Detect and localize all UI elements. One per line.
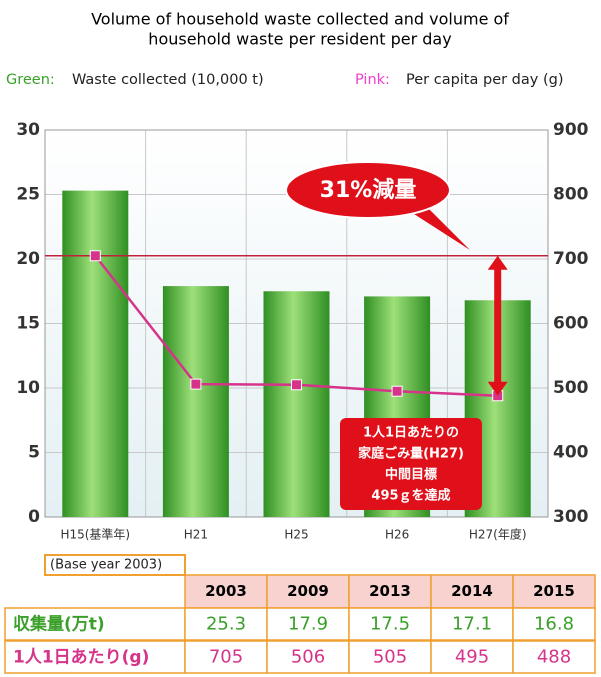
- legend-label: Waste collected (10,000 t): [72, 72, 264, 88]
- y-tick-label: 15: [16, 314, 40, 334]
- marker: [190, 378, 202, 390]
- header-text: 2013: [369, 582, 411, 600]
- caption-box: [44, 554, 186, 576]
- x-tick-label: H21: [184, 528, 208, 542]
- cell-text: 488: [537, 647, 571, 668]
- table-caption: (Base year 2003): [50, 558, 162, 573]
- header-cell: [348, 574, 432, 609]
- header-text: 2003: [205, 582, 247, 600]
- cell: [266, 607, 350, 641]
- note-text: 中間目標: [385, 467, 437, 483]
- cell: [512, 640, 596, 674]
- x-tick-label: H27(年度): [469, 527, 527, 542]
- marker: [89, 250, 101, 262]
- x-tick-label: H25: [284, 528, 308, 542]
- y2-tick-label: 500: [553, 378, 589, 398]
- x-tick-label: H26: [385, 528, 409, 542]
- cell: [512, 607, 596, 641]
- callout-tail: [400, 205, 470, 250]
- note-text: 家庭ごみ量(H27): [358, 446, 464, 462]
- legend-word: Pink:: [355, 72, 390, 88]
- marker: [291, 379, 302, 391]
- cell-text: 17.1: [452, 614, 492, 635]
- row-label-cell: [4, 607, 186, 641]
- header-text: 2009: [287, 582, 329, 600]
- y-tick-label: 30: [16, 120, 40, 140]
- y-tick-label: 10: [16, 378, 40, 398]
- note-box: [340, 418, 482, 510]
- y-tick-label: 25: [16, 185, 40, 205]
- cell-text: 495: [455, 647, 489, 668]
- bar: [263, 291, 330, 517]
- legend-label: Per capita per day (g): [406, 72, 563, 88]
- row-label-cell: [4, 640, 186, 674]
- cell-text: 17.5: [370, 614, 410, 635]
- y2-tick-label: 300: [553, 507, 589, 527]
- cell: [266, 640, 350, 674]
- cell-text: 25.3: [206, 614, 246, 635]
- cell: [348, 607, 432, 641]
- note-text: 1人1日あたりの: [363, 425, 459, 441]
- row-label: 収集量(万t): [13, 614, 105, 635]
- x-tick-label: H15(基準年): [60, 527, 130, 542]
- callout-text: 31%減量: [320, 178, 417, 203]
- note-text: 495ｇを達成: [371, 488, 450, 504]
- cell: [430, 640, 514, 674]
- y2-tick-label: 900: [553, 120, 589, 140]
- y2-tick-label: 800: [553, 185, 589, 205]
- y-tick-label: 20: [16, 249, 40, 269]
- cell-text: 505: [373, 647, 407, 668]
- legend-word: Green:: [6, 72, 55, 88]
- y-tick-label: 0: [28, 507, 40, 527]
- marker: [391, 385, 403, 397]
- arrow-head: [487, 381, 508, 396]
- header-text: 2015: [533, 582, 575, 600]
- y2-tick-label: 700: [553, 249, 589, 269]
- bar: [62, 190, 129, 517]
- cell-text: 705: [209, 647, 243, 668]
- y2-tick-label: 400: [553, 443, 589, 463]
- y2-tick-label: 600: [553, 314, 589, 334]
- header-cell: [512, 574, 596, 609]
- cell: [184, 640, 268, 674]
- callout-bubble: [285, 161, 451, 219]
- y-tick-label: 5: [28, 443, 40, 463]
- cell: [184, 607, 268, 641]
- header-text: 2014: [451, 582, 493, 600]
- cell: [348, 640, 432, 674]
- row-label: 1人1日あたり(g): [13, 648, 149, 668]
- chart-title: Volume of household waste collected and …: [91, 10, 509, 29]
- chart-title: household waste per resident per day: [148, 30, 451, 49]
- arrow-head: [487, 255, 508, 270]
- bar: [162, 286, 229, 517]
- cell-text: 17.9: [288, 614, 328, 635]
- cell-text: 16.8: [534, 614, 574, 635]
- header-cell: [430, 574, 514, 609]
- cell-text: 506: [291, 647, 325, 668]
